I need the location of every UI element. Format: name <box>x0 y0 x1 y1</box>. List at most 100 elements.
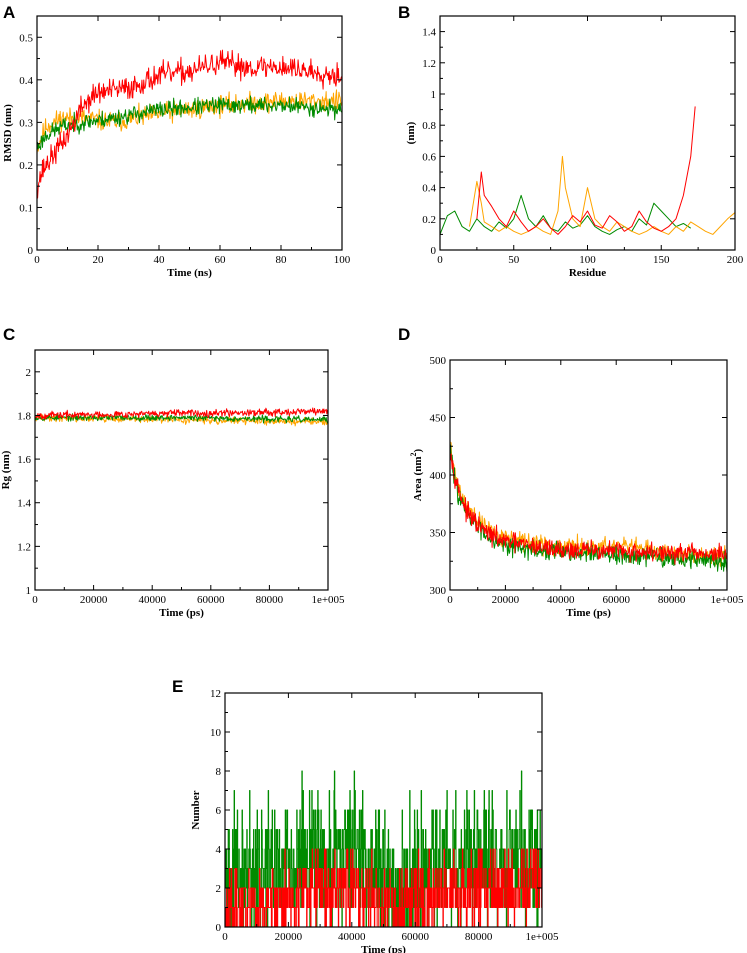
y-axis-label-main: Area (nm <box>412 456 424 501</box>
y-tick-label: 0 <box>216 922 222 934</box>
y-tick-label: 350 <box>430 528 447 540</box>
x-tick-label: 20000 <box>492 594 520 606</box>
y-tick-label: 0.2 <box>19 160 33 172</box>
y-tick-label: 1.4 <box>422 27 436 39</box>
y-axis-label: Rg (nm) <box>0 450 12 489</box>
y-tick-label: 10 <box>210 727 222 739</box>
series-line-red <box>35 407 328 420</box>
y-tick-label: 1 <box>26 585 32 597</box>
panel-letter: C <box>3 325 15 344</box>
y-tick-label: 300 <box>430 585 447 597</box>
panel-letter: E <box>172 677 183 696</box>
x-tick-label: 60000 <box>197 594 225 606</box>
x-tick-label: 80000 <box>256 594 284 606</box>
y-tick-label: 450 <box>430 413 447 425</box>
x-tick-label: 150 <box>653 254 670 266</box>
plot-frame <box>439 15 736 251</box>
x-tick-label: 1e+005 <box>311 594 345 606</box>
y-tick-label: 1.2 <box>422 58 436 70</box>
series-line-red <box>37 49 342 199</box>
x-tick-label: 0 <box>32 594 38 606</box>
x-tick-label: 60000 <box>602 594 630 606</box>
y-tick-label: 0 <box>431 245 437 257</box>
y-tick-label: 500 <box>430 355 447 367</box>
chart-c: C 0 20000 40000 60000 80000 1e+005 1 1.2 1.4 1.6 1.… <box>0 325 345 619</box>
x-tick-label: 50 <box>508 254 520 266</box>
x-tick-label: 20000 <box>80 594 108 606</box>
y-tick-label: 12 <box>210 688 221 700</box>
series-line-green <box>440 194 692 235</box>
x-tick-label: 40000 <box>547 594 575 606</box>
y-tick-label: 0.8 <box>422 120 436 132</box>
series-line-red <box>450 453 727 565</box>
panel-letter: B <box>398 3 410 22</box>
x-tick-label: 20000 <box>275 931 303 943</box>
series-line-green <box>225 770 542 927</box>
x-tick-label: 100 <box>579 254 596 266</box>
x-tick-label: 0 <box>222 931 228 943</box>
y-tick-label: 0.4 <box>19 75 33 87</box>
chart-a: A 0 20 40 60 80 100 0 0.1 0.2 0.3 0.4 0.5 Time (ns) RM… <box>2 3 351 279</box>
y-tick-label: 4 <box>216 844 222 856</box>
chart-e: E 0 20000 40000 60000 80000 1e+005 0 2 4 6 8 10 12 Tim… <box>172 677 559 953</box>
series-group <box>225 770 542 927</box>
y-tick-label: 1.8 <box>17 410 31 422</box>
series-line-orange <box>469 155 735 235</box>
x-tick-label: 80000 <box>658 594 686 606</box>
chart-d: D 0 20000 40000 60000 80000 1e+005 300 350 400 450… <box>398 325 744 619</box>
plot-frame <box>34 349 329 591</box>
y-tick-label: 1 <box>431 89 437 101</box>
series-line-red <box>476 106 696 235</box>
y-tick-label: 0.6 <box>422 151 436 163</box>
series-group <box>440 106 735 235</box>
y-axis-label: Number <box>190 790 202 829</box>
y-axis-label: RMSD (nm) <box>2 104 14 162</box>
x-tick-label: 80000 <box>465 931 493 943</box>
y-axis-label-close: ) <box>412 448 424 452</box>
plot-frame <box>36 15 343 251</box>
y-tick-label: 1.6 <box>17 454 31 466</box>
y-tick-label: 8 <box>216 766 222 778</box>
y-tick-label: 0.5 <box>19 32 33 44</box>
x-axis-label: Time (ps) <box>361 944 406 953</box>
series-group <box>37 49 342 199</box>
y-tick-label: 0 <box>28 245 34 257</box>
x-tick-label: 100 <box>334 254 351 266</box>
panel-letter: D <box>398 325 410 344</box>
y-tick-label: 0.4 <box>422 183 436 195</box>
x-tick-label: 0 <box>34 254 40 266</box>
x-tick-label: 20 <box>93 254 105 266</box>
x-tick-label: 80 <box>276 254 288 266</box>
x-tick-label: 60 <box>215 254 227 266</box>
panel-letter: A <box>3 3 15 22</box>
x-axis-label: Time (ns) <box>167 267 212 279</box>
y-axis-label: (nm) <box>405 121 417 144</box>
x-tick-label: 1e+005 <box>710 594 744 606</box>
y-tick-label: 0.2 <box>422 214 436 226</box>
x-axis-label: Time (ps) <box>159 607 204 619</box>
x-tick-label: 0 <box>437 254 443 266</box>
y-tick-label: 2 <box>216 883 222 895</box>
chart-b: B 0 50 100 150 200 0 0.2 0.4 0.6 0.8 1 1.2 1.4 Residue… <box>398 3 744 279</box>
y-tick-label: 0.1 <box>19 202 33 214</box>
y-axis-label: Area (nm2) <box>409 448 424 501</box>
y-tick-label: 1.4 <box>17 498 31 510</box>
x-tick-label: 40 <box>154 254 166 266</box>
series-group <box>450 441 727 573</box>
y-tick-label: 0.3 <box>19 117 33 129</box>
series-line-green <box>35 413 328 424</box>
y-axis-label-superscript: 2 <box>409 452 418 456</box>
x-tick-label: 1e+005 <box>525 931 559 943</box>
x-axis-label: Residue <box>569 267 606 279</box>
x-tick-label: 200 <box>727 254 744 266</box>
x-tick-label: 40000 <box>138 594 166 606</box>
series-group <box>35 407 328 427</box>
y-tick-label: 1.2 <box>17 541 31 553</box>
series-line-green <box>37 95 342 151</box>
x-axis-label: Time (ps) <box>566 607 611 619</box>
series-line-orange <box>37 89 342 155</box>
x-tick-label: 0 <box>447 594 453 606</box>
series-line-red <box>225 848 542 927</box>
x-tick-label: 60000 <box>401 931 429 943</box>
